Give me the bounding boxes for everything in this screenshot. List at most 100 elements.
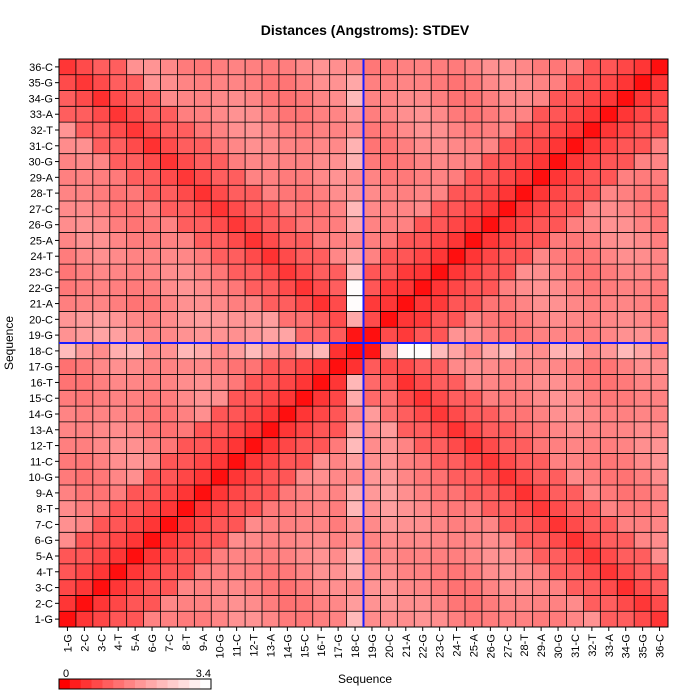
heatmap-cell [194, 169, 212, 186]
heatmap-cell [194, 532, 212, 549]
heatmap-cell [143, 248, 161, 265]
heatmap-cell [532, 216, 550, 233]
heatmap-cell [617, 343, 635, 360]
heatmap-cell [481, 469, 500, 486]
heatmap-cell [617, 595, 635, 612]
heatmap-cell [600, 595, 618, 612]
heatmap-cell [75, 390, 94, 407]
heatmap-cell [532, 374, 550, 391]
heatmap-cell [177, 153, 195, 170]
heatmap-cell [295, 579, 314, 596]
heatmap-cell [566, 59, 584, 76]
heatmap-cell [380, 343, 398, 360]
heatmap-cell [600, 611, 618, 628]
heatmap-cell [600, 437, 618, 454]
heatmap-cell [346, 201, 364, 218]
heatmap-cell [177, 343, 195, 360]
heatmap-cell [92, 563, 111, 581]
heatmap-cell [481, 106, 500, 123]
heatmap-cell [515, 532, 534, 549]
heatmap-cell [59, 611, 77, 628]
heatmap-cell [380, 122, 398, 139]
heatmap-cell [566, 595, 584, 612]
heatmap-cell [431, 548, 449, 565]
heatmap-cell [278, 343, 297, 360]
heatmap-cell [346, 406, 364, 423]
heatmap-cell [617, 358, 635, 375]
heatmap-cell [515, 611, 534, 628]
heatmap-cell [109, 563, 128, 581]
heatmap-cell [295, 201, 314, 218]
heatmap-cell [600, 153, 618, 170]
heatmap-cell [59, 374, 77, 391]
heatmap-cell [228, 406, 246, 423]
heatmap-cell [278, 390, 297, 407]
heatmap-cell [211, 137, 229, 155]
heatmap-cell [634, 374, 652, 391]
heatmap-cell [600, 327, 618, 344]
y-tick-labels: 36-C 35-G 34-G 33-A 32-T 31-C 30-G 29-A 28-T 27-C… [29, 62, 59, 626]
heatmap-cell [194, 485, 212, 502]
heatmap-cell [617, 106, 635, 123]
heatmap-cell [143, 516, 161, 533]
heatmap-cell [651, 90, 669, 107]
heatmap-cell [498, 122, 517, 139]
heatmap-cell [211, 516, 229, 533]
heatmap-cell [295, 59, 314, 76]
heatmap-cell [245, 279, 263, 297]
heatmap-cell [397, 421, 415, 439]
heatmap-cell [498, 532, 517, 549]
y-tick-label: 7-C [35, 519, 53, 531]
heatmap-cell [515, 500, 534, 517]
heatmap-cell [397, 453, 415, 470]
heatmap-cell [109, 548, 128, 565]
legend-frame [58, 678, 212, 690]
x-tick-label: 33-A [604, 633, 616, 657]
heatmap-cell [448, 611, 466, 628]
heatmap-cell [465, 201, 483, 218]
heatmap-cell [262, 437, 280, 454]
heatmap-cell [346, 579, 364, 596]
y-tick-label: 12-T [30, 441, 53, 453]
heatmap-cell [278, 374, 297, 391]
heatmap-cell [126, 532, 144, 549]
heatmap-cell [329, 153, 347, 170]
heatmap-cell [634, 185, 652, 202]
heatmap-cell [312, 595, 331, 612]
heatmap-cell [109, 374, 128, 391]
heatmap-cell [160, 201, 178, 218]
heatmap-cell [515, 279, 534, 297]
heatmap-cell [532, 232, 550, 249]
heatmap-cell [549, 358, 567, 375]
heatmap-cell [211, 185, 229, 202]
heatmap-cell [312, 406, 331, 423]
y-tick-label: 23-C [29, 267, 53, 279]
heatmap-cell [414, 406, 432, 423]
legend-swatch [124, 679, 136, 689]
heatmap-cell [194, 390, 212, 407]
heatmap-cell [59, 421, 77, 439]
heatmap-cell [549, 122, 567, 139]
heatmap-cell [295, 137, 314, 155]
heatmap-cell [194, 358, 212, 375]
heatmap-cell [262, 232, 280, 249]
heatmap-cell [532, 532, 550, 549]
heatmap-cell [278, 437, 297, 454]
heatmap-cell [448, 90, 466, 107]
heatmap-cell [634, 90, 652, 107]
heatmap-cell [634, 59, 652, 76]
heatmap-cell [109, 216, 128, 233]
x-tick-label: 7-C [164, 634, 176, 652]
heatmap-cell [651, 279, 669, 297]
heatmap-cell [245, 563, 263, 581]
heatmap-cell [600, 469, 618, 486]
heatmap-cell [228, 374, 246, 391]
y-tick-label: 13-A [30, 425, 54, 437]
heatmap-cell [278, 295, 297, 312]
heatmap-cell [160, 406, 178, 423]
heatmap-cell [126, 485, 144, 502]
heatmap-cell [278, 516, 297, 533]
y-tick-label: 18-C [29, 346, 53, 358]
heatmap-cell [448, 406, 466, 423]
heatmap-cell [566, 469, 584, 486]
